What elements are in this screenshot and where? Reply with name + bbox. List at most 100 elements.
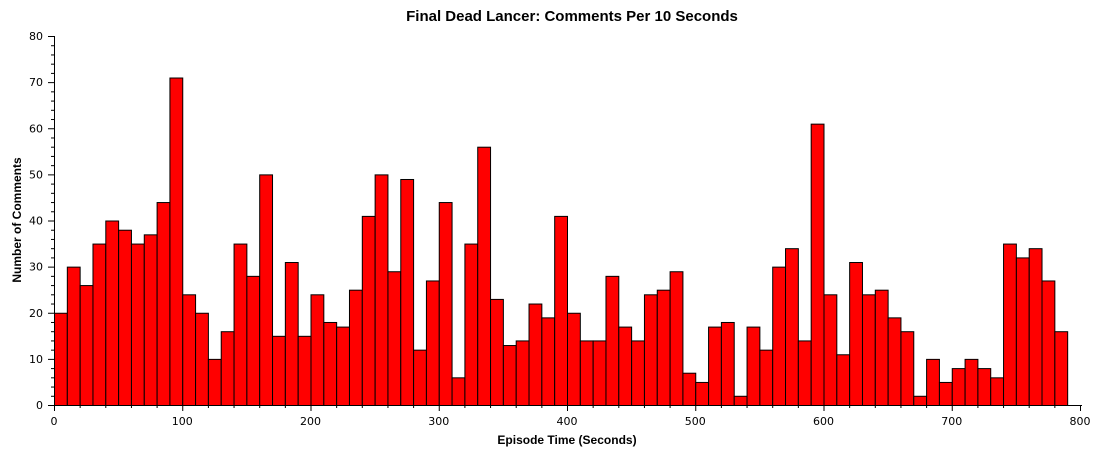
- bar-380: [541, 317, 556, 406]
- bar-70: [143, 234, 158, 406]
- x-tick-label: 300: [428, 415, 449, 428]
- bar-220: [336, 326, 350, 406]
- bar-150: [246, 275, 261, 406]
- y-tick-label: 60: [29, 122, 43, 135]
- bar-770: [1041, 280, 1056, 406]
- bar-610: [836, 354, 851, 407]
- bar-700: [951, 368, 966, 407]
- bar-560: [772, 266, 787, 406]
- axes-group: 0 100 200 300 400 500 600 700 800 0 10 20 30 40 50 60 70…: [29, 30, 1091, 428]
- bar-360: [515, 340, 530, 406]
- bar-620: [849, 262, 863, 407]
- bar-290: [425, 280, 440, 406]
- y-tick-label: 30: [29, 261, 43, 274]
- bar-490: [682, 372, 697, 406]
- bar-530: [733, 395, 748, 406]
- bars-group: [54, 77, 1069, 407]
- bar-780: [1054, 331, 1069, 407]
- bar-130: [220, 331, 235, 407]
- bar-60: [130, 243, 145, 406]
- bar-720: [977, 368, 992, 407]
- bar-80: [156, 202, 171, 406]
- bar-230: [348, 289, 363, 406]
- bar-40: [105, 220, 120, 406]
- bar-280: [413, 349, 427, 406]
- bar-110: [195, 312, 209, 406]
- x-tick-label: 400: [557, 415, 578, 428]
- bar-410: [579, 340, 594, 406]
- x-axis-label: Episode Time (Seconds): [497, 433, 636, 447]
- x-tick-label: 800: [1070, 415, 1091, 428]
- bar-740: [1003, 243, 1017, 406]
- bar-580: [797, 340, 812, 406]
- bar-350: [502, 345, 517, 407]
- bar-730: [990, 377, 1005, 407]
- x-tick-label: 100: [172, 415, 193, 428]
- bar-590: [810, 123, 825, 406]
- bar-390: [554, 215, 568, 406]
- x-tick-label: 0: [51, 415, 58, 428]
- y-tick-label: 70: [29, 76, 43, 89]
- bar-480: [669, 271, 684, 406]
- bar-450: [631, 340, 645, 406]
- bar-470: [656, 289, 671, 406]
- bar-670: [913, 395, 928, 406]
- bar-120: [207, 358, 222, 406]
- bar-340: [490, 298, 504, 407]
- bar-270: [400, 178, 415, 406]
- bar-210: [323, 321, 338, 407]
- chart-title: Final Dead Lancer: Comments Per 10 Secon…: [406, 8, 738, 25]
- y-tick-label: 40: [29, 215, 43, 228]
- bar-690: [938, 381, 953, 406]
- bar-310: [451, 377, 466, 407]
- bar-570: [785, 248, 799, 406]
- bar-370: [528, 303, 543, 406]
- bar-660: [900, 331, 915, 407]
- y-tick-label: 20: [29, 307, 43, 320]
- bar-240: [361, 215, 376, 406]
- bar-20: [79, 285, 94, 407]
- x-tick-label: 200: [300, 415, 321, 428]
- bar-250: [374, 174, 389, 406]
- bar-440: [618, 326, 633, 406]
- y-tick-label: 80: [29, 30, 43, 43]
- y-tick-label: 0: [36, 399, 43, 412]
- bar-90: [169, 77, 184, 406]
- bar-710: [964, 358, 979, 406]
- bar-750: [1015, 257, 1030, 406]
- bar-520: [720, 321, 735, 407]
- bar-500: [695, 381, 710, 406]
- bar-430: [605, 275, 620, 406]
- bar-630: [861, 294, 876, 406]
- bar-50: [118, 229, 132, 406]
- bar-10: [66, 266, 81, 406]
- y-axis-label: Number of Comments: [10, 157, 24, 283]
- bar-650: [887, 317, 902, 406]
- bar-600: [823, 294, 838, 406]
- bar-30: [92, 243, 107, 406]
- bar-680: [926, 358, 940, 406]
- bar-550: [759, 349, 774, 406]
- bar-320: [464, 243, 479, 406]
- bar-260: [387, 271, 402, 406]
- bar-400: [567, 312, 581, 406]
- bar-140: [233, 243, 248, 406]
- bar-170: [272, 335, 286, 406]
- bar-460: [643, 294, 658, 406]
- y-tick-label: 10: [29, 353, 43, 366]
- bar-190: [297, 335, 312, 406]
- bar-160: [259, 174, 274, 406]
- bar-0: [54, 312, 68, 406]
- bar-510: [708, 326, 722, 406]
- x-tick-label: 600: [813, 415, 834, 428]
- bar-200: [310, 294, 325, 406]
- bar-760: [1028, 248, 1043, 406]
- bar-640: [874, 289, 889, 406]
- bar-330: [477, 146, 492, 406]
- bar-300: [438, 202, 453, 406]
- y-tick-label: 50: [29, 168, 43, 181]
- bar-420: [592, 340, 607, 406]
- bar-100: [182, 294, 197, 406]
- x-tick-label: 700: [941, 415, 962, 428]
